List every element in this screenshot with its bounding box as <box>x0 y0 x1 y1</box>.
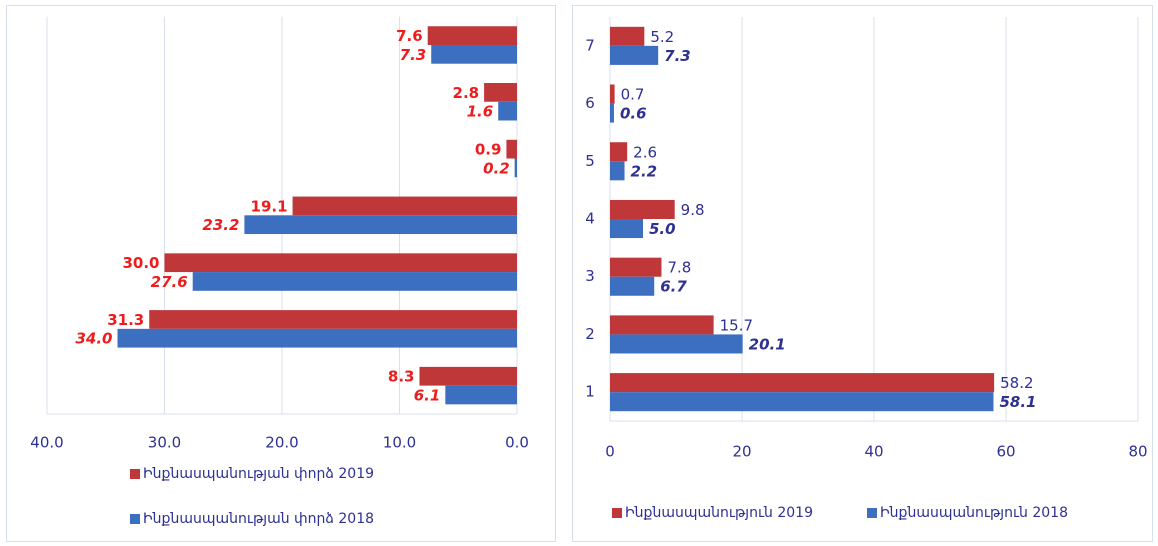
data-label: 5.0 <box>649 220 676 238</box>
legend-swatch <box>130 514 140 524</box>
data-label: 7.3 <box>664 47 691 65</box>
legend-label: Ինքնասպանության փորձ 2019 <box>143 466 374 482</box>
data-label: 34.0 <box>75 330 112 348</box>
data-label: 58.2 <box>1000 374 1033 392</box>
data-label: 7.6 <box>396 27 423 45</box>
data-label: 7.3 <box>400 46 427 64</box>
bar <box>149 310 517 329</box>
bar <box>192 272 517 291</box>
data-label: 5.2 <box>650 28 674 46</box>
bar <box>164 253 517 273</box>
bar <box>610 276 655 296</box>
y-tick-label: 3 <box>585 267 595 285</box>
bar <box>427 26 517 45</box>
bar <box>117 328 517 348</box>
data-label: 7.8 <box>667 259 691 277</box>
data-label: 2.6 <box>633 143 657 161</box>
y-tick-label: 4 <box>585 210 595 228</box>
data-label: 58.1 <box>999 393 1036 411</box>
data-label: 0.9 <box>475 141 502 159</box>
data-label: 0.6 <box>620 105 647 123</box>
y-tick-label: 7 <box>585 36 595 54</box>
x-tick-label: 60 <box>996 443 1015 461</box>
data-label: 2.2 <box>631 162 658 180</box>
bar <box>610 334 743 354</box>
bar <box>610 26 645 46</box>
legend-swatch <box>867 508 877 518</box>
x-tick-label: 0.0 <box>505 434 529 452</box>
data-label: 9.8 <box>681 201 705 219</box>
bar <box>610 219 643 239</box>
data-label: 8.3 <box>388 368 415 386</box>
legend-label: Ինքնասպանություն 2019 <box>625 505 813 521</box>
bar <box>610 142 628 162</box>
data-label: 27.6 <box>151 273 188 291</box>
bar <box>445 385 517 405</box>
data-label: 1.6 <box>467 103 494 121</box>
bar <box>610 373 995 393</box>
bar <box>244 215 517 235</box>
bar <box>506 139 517 159</box>
bar <box>498 101 517 121</box>
y-tick-label: 6 <box>585 94 595 112</box>
panel <box>572 5 1153 542</box>
bar <box>292 196 517 216</box>
data-label: 23.2 <box>202 216 239 234</box>
bar <box>484 83 517 102</box>
y-tick-label: 2 <box>585 325 595 343</box>
data-label: 30.0 <box>122 254 159 272</box>
x-tick-label: 80 <box>1128 443 1147 461</box>
data-label: 0.7 <box>621 86 645 104</box>
data-label: 31.3 <box>107 311 144 329</box>
data-label: 20.1 <box>749 335 786 353</box>
x-tick-label: 40 <box>864 443 883 461</box>
data-label: 19.1 <box>251 197 288 215</box>
data-label: 15.7 <box>720 316 753 334</box>
legend-label: Ինքնասպանության փորձ 2018 <box>143 511 374 527</box>
bar <box>610 103 614 123</box>
legend-label: Ինքնասպանություն 2018 <box>880 505 1068 521</box>
x-tick-label: 20.0 <box>265 434 298 452</box>
bar <box>610 257 662 277</box>
bar <box>610 84 615 104</box>
bar <box>610 45 659 65</box>
bar <box>431 44 517 64</box>
x-tick-label: 10.0 <box>383 434 416 452</box>
bar <box>610 392 994 412</box>
bar <box>610 199 675 219</box>
legend-swatch <box>612 508 622 518</box>
bar <box>610 315 714 335</box>
x-tick-label: 30.0 <box>148 434 181 452</box>
x-tick-label: 40.0 <box>30 434 63 452</box>
x-tick-label: 0 <box>605 443 615 461</box>
data-label: 2.8 <box>453 84 480 102</box>
data-label: 6.1 <box>414 386 441 404</box>
y-tick-label: 1 <box>585 383 595 401</box>
data-label: 0.2 <box>483 159 510 177</box>
y-tick-label: 5 <box>585 152 595 170</box>
legend-swatch <box>130 469 140 479</box>
x-tick-label: 20 <box>732 443 751 461</box>
bar <box>610 161 625 181</box>
bar <box>514 158 517 178</box>
bar <box>419 366 517 386</box>
data-label: 6.7 <box>660 278 687 296</box>
